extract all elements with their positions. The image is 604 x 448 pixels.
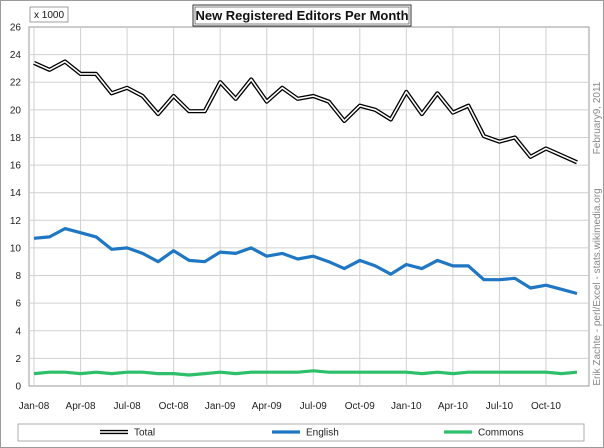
x-tick-label: Oct-10 — [531, 401, 561, 412]
y-tick-label: 2 — [15, 354, 21, 365]
legend-label-commons: Commons — [478, 428, 524, 439]
x-tick-label: Apr-09 — [252, 401, 282, 412]
title-box-inner — [194, 6, 410, 25]
x-tick-label: Jul-08 — [113, 401, 141, 412]
legend-items: Total English Commons — [100, 428, 524, 439]
credit-author: Erik Zachte - perl/Excel - stats.wikimed… — [592, 188, 603, 385]
x-axis-ticks: Jan-08 Apr-08 Jul-08 Oct-08 Jan-09 Apr-09 Jul-… — [19, 401, 562, 412]
title-box — [192, 4, 412, 27]
series-line-commons — [33, 369, 578, 377]
series-lines — [33, 59, 578, 377]
y-tick-label: 20 — [10, 105, 22, 116]
series-line-english — [33, 227, 578, 296]
series-line-total-inner — [33, 60, 578, 164]
x-tick-label: Jan-09 — [205, 401, 236, 412]
gridlines — [29, 27, 589, 386]
legend-label-total: Total — [134, 428, 155, 439]
chart-title: New Registered Editors Per Month — [195, 8, 408, 23]
y-tick-label: 6 — [15, 299, 21, 310]
x-tick-label: Jul-10 — [486, 401, 514, 412]
credit-date: February9, 2011 — [592, 81, 603, 154]
y-tick-label: 26 — [10, 23, 22, 34]
legend — [17, 423, 585, 442]
x-tick-label: Apr-08 — [66, 401, 96, 412]
x-tick-label: Apr-10 — [438, 401, 468, 412]
x-tick-label: Jan-10 — [391, 401, 422, 412]
y-tick-label: 4 — [15, 326, 21, 337]
legend-label-english: English — [306, 428, 339, 439]
x-tick-label: Jan-08 — [19, 401, 50, 412]
x-tick-label: Oct-09 — [345, 401, 375, 412]
y-tick-label: 0 — [15, 382, 21, 393]
x-tick-label: Oct-08 — [159, 401, 189, 412]
y-tick-label: 12 — [10, 216, 22, 227]
y-tick-label: 22 — [10, 78, 22, 89]
unit-label: x 1000 — [34, 10, 64, 21]
unit-box — [29, 6, 69, 23]
plot-area — [28, 26, 590, 387]
y-tick-label: 14 — [10, 188, 22, 199]
y-tick-label: 10 — [10, 243, 22, 254]
x-tick-label: Jul-09 — [300, 401, 328, 412]
y-tick-label: 8 — [15, 271, 21, 282]
y-tick-label: 16 — [10, 161, 22, 172]
y-tick-label: 18 — [10, 133, 22, 144]
y-tick-label: 24 — [10, 50, 22, 61]
